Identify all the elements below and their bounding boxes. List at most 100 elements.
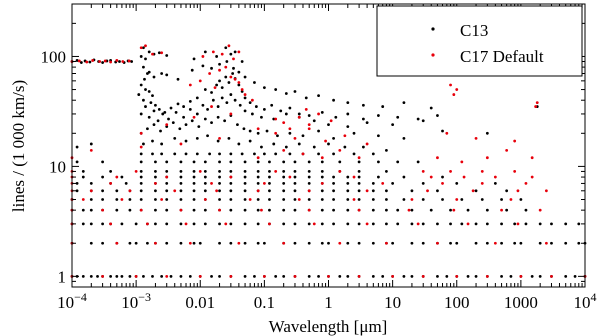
point-c17-default-177	[121, 60, 125, 63]
point-c13-246	[256, 182, 260, 185]
point-c13-107	[192, 222, 196, 226]
point-c17-default-121	[192, 115, 196, 119]
point-c13-140	[89, 208, 93, 212]
point-c17-default-92	[493, 175, 497, 179]
point-c13-463	[288, 106, 292, 110]
x-tick-label-base: 10	[57, 293, 74, 312]
point-c13-358	[260, 145, 263, 149]
point-c13-18	[210, 274, 213, 278]
point-c13-430	[139, 83, 143, 87]
point-c13-511	[361, 103, 365, 107]
point-c13-110	[229, 222, 233, 226]
point-c17-default-13	[485, 274, 489, 278]
point-c13-27	[307, 274, 311, 278]
point-c13-91	[538, 241, 542, 245]
point-c17-default-167	[534, 105, 538, 108]
point-c13-279	[346, 175, 350, 179]
point-c17-default-33	[268, 222, 271, 226]
point-c13-28	[317, 274, 320, 278]
x-tick-label: 0.01	[185, 293, 215, 312]
point-c17-default-141	[304, 107, 308, 111]
point-c13-121	[371, 222, 375, 226]
point-c17-default-55	[203, 198, 207, 201]
legend: C13 C17 Default	[376, 5, 583, 77]
point-c17-default-176	[115, 59, 119, 62]
point-c13-359	[272, 142, 276, 146]
point-c13-13	[160, 274, 164, 278]
point-c13-371	[165, 125, 169, 129]
point-c17-default-101	[480, 170, 484, 173]
point-c17-default-146	[218, 68, 221, 72]
point-c13-37	[410, 274, 414, 278]
point-c13-306	[139, 160, 143, 164]
point-c17-default-22	[282, 241, 286, 245]
point-c17-default-77	[210, 182, 213, 185]
point-c13-480	[165, 54, 169, 57]
point-c13-504	[274, 88, 278, 91]
point-c13-227	[371, 189, 375, 193]
point-c17-default-131	[445, 131, 449, 135]
point-c13-213	[192, 189, 196, 193]
point-c13-25	[282, 274, 286, 278]
point-c13-186	[256, 198, 260, 201]
point-c13-394	[402, 136, 406, 140]
point-c13-517	[75, 59, 79, 62]
point-c13-300	[320, 170, 324, 173]
point-c13-40	[445, 274, 449, 278]
point-c13-63	[179, 241, 183, 245]
point-c17-default-90	[429, 175, 433, 179]
point-c13-22	[253, 274, 256, 278]
point-c13-413	[225, 101, 229, 105]
point-c13-283	[441, 175, 444, 179]
point-c13-325	[416, 160, 420, 164]
point-c13-429	[137, 93, 141, 96]
point-c13-254	[357, 182, 361, 185]
point-c17-default-29	[109, 222, 113, 226]
point-c13-112	[256, 222, 260, 226]
point-c13-129	[474, 222, 478, 226]
point-c13-320	[320, 160, 324, 164]
point-c13-99	[101, 222, 104, 226]
point-c17-default-178	[127, 59, 131, 63]
point-c13-469	[361, 117, 365, 121]
point-c13-200	[460, 198, 464, 201]
point-c13-191	[320, 198, 324, 201]
point-c13-64	[192, 241, 196, 245]
point-c13-250	[307, 182, 311, 185]
point-c17-default-24	[385, 241, 388, 245]
point-c13-420	[272, 117, 276, 121]
point-c13-436	[149, 101, 153, 105]
x-tick-label-exponent: 4	[591, 290, 597, 304]
point-c13-470	[377, 114, 380, 117]
point-c13-506	[293, 90, 297, 93]
point-c13-101	[120, 222, 124, 226]
point-c17-default-21	[237, 241, 241, 245]
point-c13-330	[184, 152, 188, 156]
point-c17-default-85	[115, 175, 119, 179]
point-c13-249	[293, 182, 297, 185]
point-c13-351	[184, 139, 188, 143]
point-c13-125	[421, 222, 425, 226]
point-c13-468	[346, 112, 350, 116]
point-c13-443	[182, 105, 186, 108]
point-c17-default-23	[338, 241, 342, 245]
point-c17-default-112	[338, 148, 342, 152]
x-tick-label: 10−4	[57, 290, 87, 312]
point-c13-376	[197, 125, 201, 129]
point-c13-369	[152, 123, 156, 126]
point-c13-170	[505, 208, 509, 212]
point-c13-500	[237, 70, 241, 74]
point-c13-297	[282, 170, 286, 173]
point-c13-350	[173, 136, 177, 140]
point-c13-446	[203, 88, 207, 91]
point-c17-default-137	[317, 112, 320, 116]
point-c13-392	[352, 131, 356, 135]
point-c13-189	[293, 198, 297, 201]
point-c17-default-86	[165, 175, 169, 179]
point-c13-115	[293, 222, 297, 226]
point-c13-418	[250, 112, 254, 116]
y-axis-label: lines / (1 000 km/s)	[9, 80, 28, 212]
point-c13-483	[215, 55, 219, 58]
x-tick-label-base: 10	[574, 293, 591, 312]
point-c13-229	[410, 189, 414, 193]
